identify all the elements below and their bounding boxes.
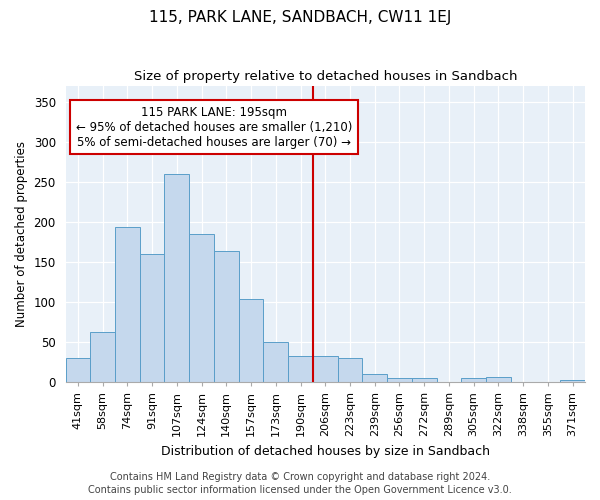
Bar (387, 378, 412, 382)
Bar (140, 254, 164, 382)
Y-axis label: Number of detached properties: Number of detached properties (15, 141, 28, 327)
Bar (263, 342, 288, 382)
X-axis label: Distribution of detached houses by size in Sandbach: Distribution of detached houses by size … (161, 444, 490, 458)
Bar (412, 378, 437, 382)
Text: Contains HM Land Registry data © Crown copyright and database right 2024.
Contai: Contains HM Land Registry data © Crown c… (88, 472, 512, 495)
Bar (65, 358, 90, 382)
Bar (90, 332, 115, 382)
Bar (288, 356, 313, 382)
Bar (115, 228, 140, 382)
Text: 115 PARK LANE: 195sqm
← 95% of detached houses are smaller (1,210)
5% of semi-de: 115 PARK LANE: 195sqm ← 95% of detached … (76, 106, 352, 148)
Bar (189, 234, 214, 382)
Bar (560, 380, 585, 382)
Bar (214, 252, 239, 382)
Bar (486, 377, 511, 382)
Bar (461, 378, 486, 382)
Bar (313, 356, 338, 382)
Bar (338, 358, 362, 382)
Title: Size of property relative to detached houses in Sandbach: Size of property relative to detached ho… (134, 70, 517, 83)
Bar (362, 374, 387, 382)
Text: 115, PARK LANE, SANDBACH, CW11 1EJ: 115, PARK LANE, SANDBACH, CW11 1EJ (149, 10, 451, 25)
Bar (164, 174, 189, 382)
Bar (239, 298, 263, 382)
